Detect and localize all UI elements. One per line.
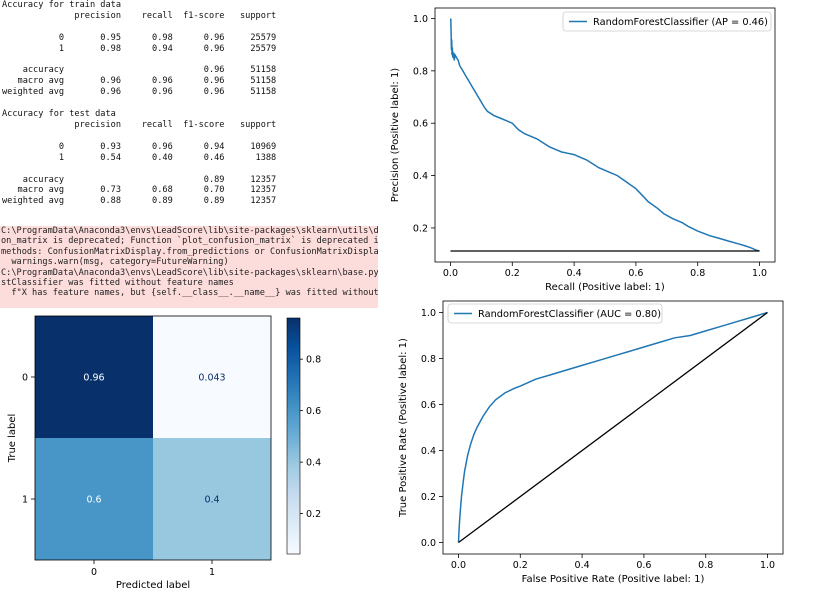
y-tick-label: 0 [22, 373, 28, 384]
report-line: 0 0.95 0.98 0.96 25579 [2, 32, 277, 43]
warnings-line: on_matrix is deprecated; Function `plot_… [1, 236, 378, 247]
report-line: precision recall f1-score support [2, 119, 277, 130]
report-line: Accuracy for train data [2, 0, 121, 10]
y-tick-label: 1.0 [413, 14, 428, 25]
axes-frame [442, 300, 784, 555]
precision-recall-chart: 0.0 0.2 0.4 0.6 0.8 1.0 0.2 0.4 0.6 0.8 1.0 Recall … [390, 7, 776, 293]
confusion-matrix-chart: 0.96 0.043 0.6 0.4 0 1 0 1 Predicted label True l… [7, 315, 321, 591]
x-axis-label: Recall (Positive label: 1) [545, 282, 665, 293]
classification-report: Accuracy for train data precision recall… [2, 0, 276, 207]
legend-box [447, 303, 663, 324]
roc-curve-chart: 0.0 0.2 0.4 0.6 0.8 1.0 0.0 0.2 0.4 0.6 0.8 1.0 Fals… [398, 300, 784, 585]
y-axis-label: True label [7, 414, 18, 464]
cell-value-label: 0.043 [198, 373, 225, 384]
report-line: 0 0.93 0.96 0.94 10969 [2, 141, 277, 152]
colorbar-tick-label: 0.4 [306, 458, 321, 469]
x-tick-label: 0.2 [513, 560, 528, 571]
x-tick-label: 0.2 [505, 268, 520, 279]
baseline-line [458, 311, 768, 544]
warning-text: C:\ProgramData\Anaconda3\envs\LeadScore\… [0, 226, 378, 299]
x-tick-label: 0.8 [690, 268, 705, 279]
cell-value-label: 0.96 [83, 373, 104, 384]
x-axis-label: False Positive Rate (Positive label: 1) [522, 574, 705, 585]
report-line: accuracy 0.89 12357 [2, 174, 277, 185]
report-line: 1 0.98 0.94 0.96 25579 [2, 43, 277, 54]
y-tick-label: 0.6 [421, 400, 436, 411]
report-line: macro avg 0.73 0.68 0.70 12357 [2, 185, 277, 196]
y-axis-label: Precision (Positive label: 1) [390, 68, 401, 203]
warnings-line: warnings.warn(msg, category=FutureWarnin… [1, 257, 229, 268]
x-tick-label: 1.0 [752, 268, 767, 279]
report-line: weighted avg 0.96 0.96 0.96 51158 [2, 87, 277, 98]
y-tick-label: 0.6 [413, 119, 428, 130]
warnings-line: f"X has feature names, but {self.__class… [1, 288, 378, 299]
y-tick-label: 0.0 [421, 538, 436, 549]
warning-output: C:\ProgramData\Anaconda3\envs\LeadScore\… [0, 226, 378, 308]
matrix-cell [153, 316, 271, 438]
x-tick-label: 0.4 [575, 560, 590, 571]
axes-frame [434, 7, 776, 263]
y-tick-label: 0.4 [413, 171, 428, 182]
y-tick-label: 0.2 [421, 492, 436, 503]
y-tick-label: 1 [22, 495, 28, 506]
y-tick-label: 0.2 [413, 223, 428, 234]
x-tick-label: 0 [91, 567, 97, 578]
colorbar-tick-label: 0.8 [306, 355, 321, 366]
x-tick-label: 1.0 [760, 560, 775, 571]
legend-box [562, 11, 772, 32]
y-tick-label: 1.0 [421, 308, 436, 319]
matrix-cell [153, 438, 271, 560]
matrix-cell [35, 438, 153, 560]
report-line: Accuracy for test data [2, 109, 116, 120]
report-line: weighted avg 0.88 0.89 0.89 12357 [2, 196, 277, 207]
x-tick-label: 1 [209, 567, 215, 578]
x-tick-label: 0.8 [698, 560, 713, 571]
x-tick-label: 0.4 [567, 268, 582, 279]
warnings-line: C:\ProgramData\Anaconda3\envs\LeadScore\… [1, 226, 378, 236]
colorbar-tick-label: 0.2 [306, 509, 321, 520]
x-tick-label: 0.6 [628, 268, 643, 279]
y-axis-label: True Positive Rate (Positive label: 1) [398, 338, 409, 518]
legend-label: RandomForestClassifier (AP = 0.46) [593, 17, 768, 28]
colorbar-tick-label: 0.6 [306, 406, 321, 417]
y-tick-label: 0.8 [413, 66, 428, 77]
curve-line [450, 18, 760, 252]
curve-line [457, 311, 768, 543]
x-tick-label: 0.6 [636, 560, 651, 571]
colorbar [286, 317, 301, 555]
report-line: 1 0.54 0.40 0.46 1388 [2, 152, 277, 163]
x-tick-label: 0.0 [443, 268, 458, 279]
warnings-line: C:\ProgramData\Anaconda3\envs\LeadScore\… [1, 267, 378, 278]
x-tick-label: 0.0 [451, 560, 466, 571]
warnings-line: stClassifier was fitted without feature … [1, 278, 234, 289]
report-line: macro avg 0.96 0.96 0.96 51158 [2, 76, 277, 87]
matrix-cell [35, 316, 153, 438]
report-line: precision recall f1-score support [2, 10, 277, 21]
legend-label: RandomForestClassifier (AUC = 0.80) [478, 309, 661, 320]
x-axis-label: Predicted label [116, 580, 190, 591]
cell-value-label: 0.6 [86, 495, 101, 506]
y-tick-label: 0.4 [421, 446, 436, 457]
y-tick-label: 0.8 [421, 354, 436, 365]
report-line: accuracy 0.96 51158 [2, 65, 277, 76]
matrix-frame [34, 315, 272, 561]
warnings-line: methods: ConfusionMatrixDisplay.from_pre… [1, 246, 378, 257]
cell-value-label: 0.4 [204, 495, 219, 506]
